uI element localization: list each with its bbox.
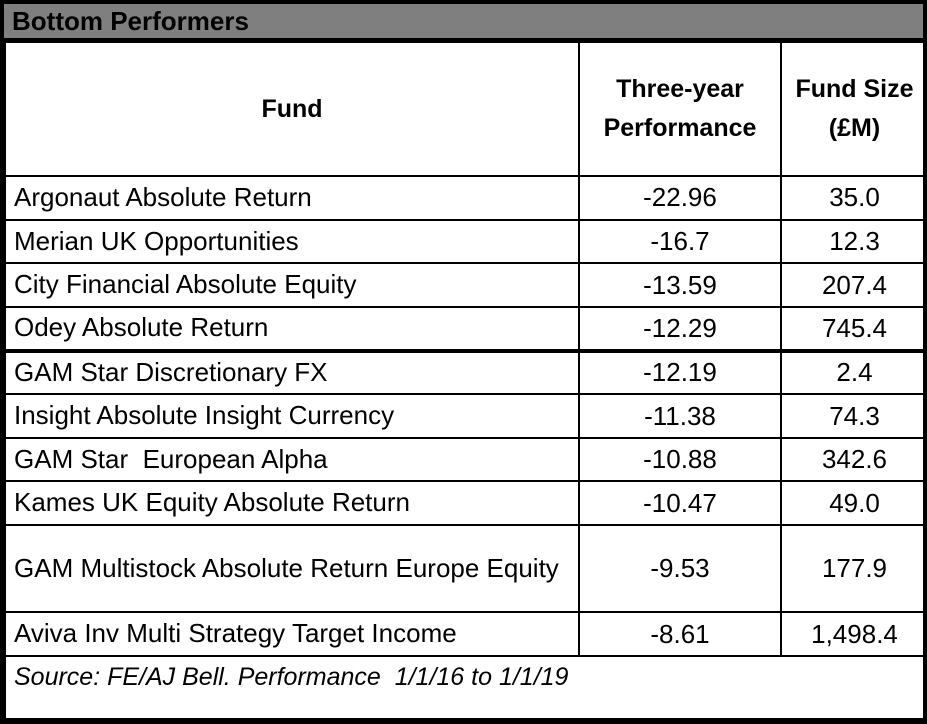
table-row: Kames UK Equity Absolute Return -10.47 4… [4, 480, 923, 527]
table-row: Aviva Inv Multi Strategy Target Income -… [4, 611, 923, 658]
performance-value: -12.19 [578, 348, 782, 396]
table-row: Insight Absolute Insight Currency -11.38… [4, 393, 923, 439]
fund-name: Odey Absolute Return [4, 305, 580, 352]
table-row: GAM Star Discretionary FX -12.19 2.4 [4, 348, 923, 396]
table-title: Bottom Performers [12, 6, 249, 36]
header-row: Fund Three-year Performance Fund Size (£… [4, 41, 923, 177]
column-header-fund: Fund [4, 41, 580, 177]
fund-name: Aviva Inv Multi Strategy Target Income [4, 611, 580, 658]
performance-value: -11.38 [578, 393, 782, 439]
fund-name: GAM Multistock Absolute Return Europe Eq… [4, 524, 580, 614]
table-row: Argonaut Absolute Return -22.96 35.0 [4, 175, 923, 221]
performance-value: -9.53 [578, 524, 782, 614]
performance-value: -16.7 [578, 218, 782, 265]
performance-value: -13.59 [578, 262, 782, 308]
fund-size-value: 35.0 [780, 175, 923, 221]
table-row: GAM Star European Alpha -10.88 342.6 [4, 436, 923, 483]
fund-size-value: 74.3 [780, 393, 923, 439]
fund-size-value: 12.3 [780, 218, 923, 265]
fund-size-value: 1,498.4 [780, 611, 923, 658]
table-row: City Financial Absolute Equity -13.59 20… [4, 262, 923, 308]
fund-name: GAM Star Discretionary FX [4, 348, 580, 396]
table-row: Odey Absolute Return -12.29 745.4 [4, 305, 923, 352]
footer-row: Source: FE/AJ Bell. Performance 1/1/16 t… [4, 655, 923, 720]
fund-size-value: 177.9 [780, 524, 923, 614]
fund-size-value: 2.4 [780, 348, 923, 396]
fund-name: City Financial Absolute Equity [4, 262, 580, 308]
table-row: Merian UK Opportunities -16.7 12.3 [4, 218, 923, 265]
performance-value: -8.61 [578, 611, 782, 658]
performance-table: Fund Three-year Performance Fund Size (£… [4, 41, 923, 720]
performance-value: -10.88 [578, 436, 782, 483]
fund-size-value: 342.6 [780, 436, 923, 483]
performance-value: -12.29 [578, 305, 782, 352]
fund-name: Argonaut Absolute Return [4, 175, 580, 221]
column-header-fund-size: Fund Size (£M) [780, 41, 923, 177]
fund-name: Merian UK Opportunities [4, 218, 580, 265]
column-header-performance: Three-year Performance [578, 41, 782, 177]
performance-value: -10.47 [578, 480, 782, 527]
fund-size-value: 207.4 [780, 262, 923, 308]
source-note: Source: FE/AJ Bell. Performance 1/1/16 t… [4, 655, 923, 720]
fund-size-value: 49.0 [780, 480, 923, 527]
fund-size-value: 745.4 [780, 305, 923, 352]
table-row: GAM Multistock Absolute Return Europe Eq… [4, 524, 923, 614]
performance-value: -22.96 [578, 175, 782, 221]
fund-name: Insight Absolute Insight Currency [4, 393, 580, 439]
fund-name: Kames UK Equity Absolute Return [4, 480, 580, 527]
table-title-bar: Bottom Performers [4, 4, 923, 41]
fund-name: GAM Star European Alpha [4, 436, 580, 483]
